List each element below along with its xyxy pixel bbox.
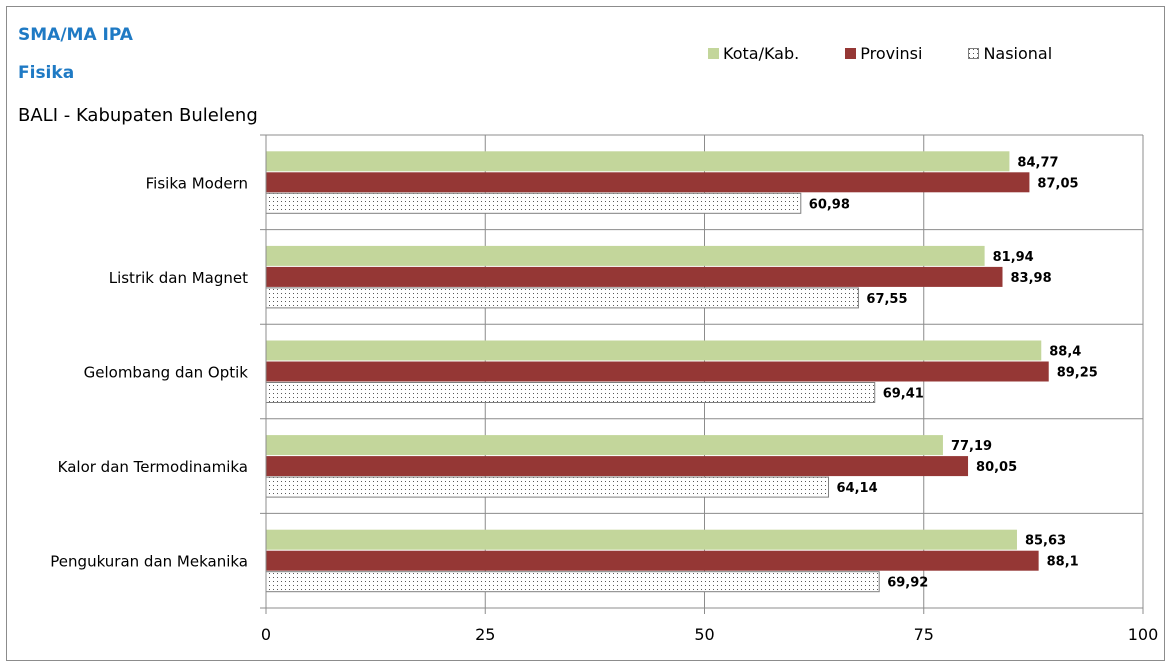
legend-label-provinsi: Provinsi xyxy=(860,44,923,63)
legend-item-nasional: Nasional xyxy=(968,44,1052,63)
data-label: 80,05 xyxy=(976,460,1017,475)
legend-label-kota: Kota/Kab. xyxy=(723,44,800,63)
region-subtitle: BALI - Kabupaten Buleleng xyxy=(18,105,258,126)
bar-nasional xyxy=(265,287,859,309)
subject-title: Fisika xyxy=(18,63,75,83)
legend-item-kota: Kota/Kab. xyxy=(708,44,799,63)
chart-legend: Kota/Kab. Provinsi Nasional xyxy=(708,44,1052,63)
bar-kota xyxy=(266,340,1042,361)
bar-provinsi xyxy=(266,550,1039,571)
data-label: 89,25 xyxy=(1057,366,1098,381)
data-label: 85,63 xyxy=(1025,534,1066,549)
legend-label-nasional: Nasional xyxy=(983,44,1053,63)
data-label: 69,92 xyxy=(887,576,928,591)
data-label: 67,55 xyxy=(866,292,907,307)
x-tick-label: 0 xyxy=(261,625,271,644)
category-label: Kalor dan Termodinamika xyxy=(58,458,248,476)
level-title: SMA/MA IPA xyxy=(18,25,133,45)
data-label: 84,77 xyxy=(1017,155,1058,170)
data-label: 88,4 xyxy=(1049,345,1081,360)
x-tick-label: 25 xyxy=(475,625,495,644)
legend-swatch-nasional xyxy=(968,48,980,59)
bar-provinsi xyxy=(266,456,969,477)
bar-kota xyxy=(266,151,1010,172)
category-label: Gelombang dan Optik xyxy=(84,364,249,382)
data-label: 64,14 xyxy=(837,481,878,496)
bar-provinsi xyxy=(266,361,1049,382)
data-label: 87,05 xyxy=(1037,176,1078,191)
bar-kota xyxy=(266,245,985,266)
data-label: 81,94 xyxy=(993,250,1034,265)
bar-nasional xyxy=(265,192,802,214)
bar-provinsi xyxy=(266,172,1030,193)
legend-item-provinsi: Provinsi xyxy=(845,44,922,63)
bar-kota xyxy=(266,435,943,456)
data-label: 69,41 xyxy=(883,387,924,402)
data-label: 83,98 xyxy=(1011,271,1052,286)
x-tick-label: 100 xyxy=(1128,625,1159,644)
data-label: 60,98 xyxy=(809,197,850,212)
x-tick-label: 75 xyxy=(914,625,934,644)
data-label: 77,19 xyxy=(951,439,992,454)
bar-kota xyxy=(266,529,1017,550)
legend-swatch-kota xyxy=(708,48,719,59)
category-label: Listrik dan Magnet xyxy=(109,269,248,287)
category-label: Pengukuran dan Mekanika xyxy=(50,553,248,571)
data-label: 88,1 xyxy=(1047,555,1079,570)
category-label: Fisika Modern xyxy=(146,174,248,192)
bar-provinsi xyxy=(266,266,1003,287)
bar-nasional xyxy=(265,382,876,403)
bar-nasional xyxy=(265,571,880,593)
x-tick-label: 50 xyxy=(694,625,714,644)
bar-nasional xyxy=(265,476,830,498)
legend-swatch-provinsi xyxy=(845,48,857,59)
